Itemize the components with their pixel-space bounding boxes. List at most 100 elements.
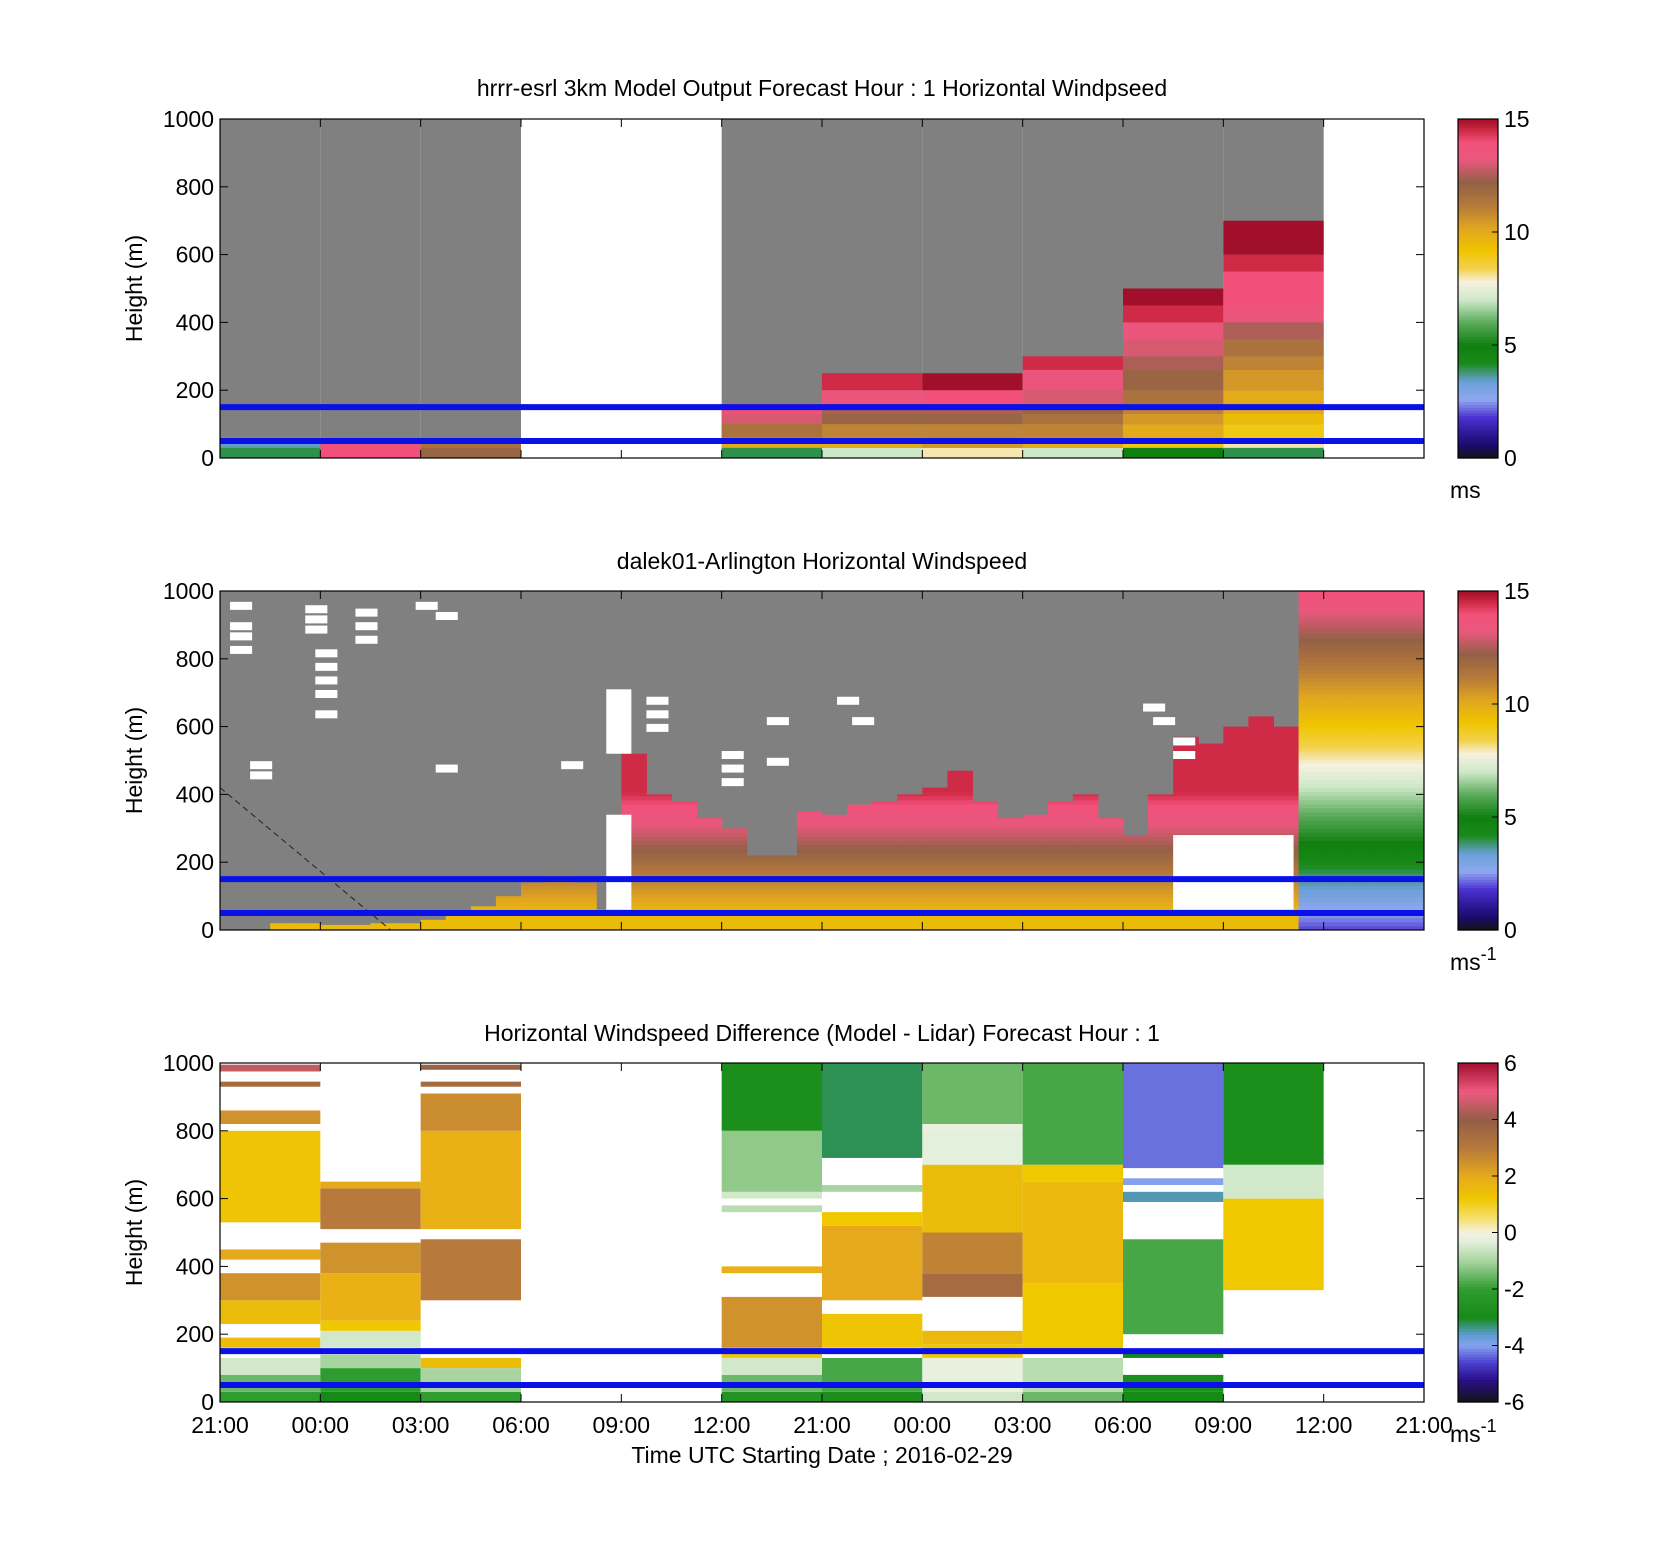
colorbar-segment — [1458, 1255, 1498, 1259]
missing-retrieval — [646, 723, 669, 732]
lidar-cell — [671, 848, 698, 854]
lidar-cell — [671, 807, 698, 813]
lidar-cell — [1398, 905, 1424, 911]
lidar-cell — [1323, 657, 1350, 663]
colorbar-segment — [1458, 367, 1498, 372]
lidar-cell — [822, 832, 848, 837]
lidar-cell — [847, 820, 873, 825]
lidar-cell — [1348, 718, 1375, 724]
model-cell — [1123, 305, 1224, 323]
lidar-cell — [1298, 783, 1325, 789]
lidar-cell — [1298, 604, 1325, 610]
lidar-cell — [1273, 925, 1300, 930]
lidar-cell — [1198, 787, 1224, 793]
lidar-cell — [1398, 657, 1424, 663]
lidar-cell — [1398, 856, 1424, 862]
chart-panel-3: 21:00 00:00 03:00 06:00 09:00 12:00 21:00 00:00… — [121, 1020, 1525, 1468]
lidar-cell — [1248, 803, 1274, 809]
colorbar-segment — [1458, 178, 1498, 182]
colorbar-segment — [1458, 884, 1498, 889]
lidar-cell — [796, 925, 823, 930]
lidar-cell — [1248, 722, 1274, 728]
lidar-cell — [796, 852, 823, 858]
colorbar-segment — [1458, 124, 1498, 129]
lidar-cell — [1398, 840, 1424, 846]
lidar-cell — [1373, 746, 1400, 752]
lidar-cell — [872, 803, 898, 809]
lidar-cell — [897, 812, 923, 817]
lidar-cell — [1323, 889, 1350, 894]
colorbar-segment — [1458, 836, 1498, 841]
lidar-cell — [1398, 864, 1424, 870]
lidar-cell — [1298, 905, 1325, 911]
lidar-cell — [796, 860, 823, 866]
missing-retrieval — [1173, 751, 1196, 760]
lidar-cell — [1223, 755, 1249, 760]
colorbar-segment — [1458, 754, 1498, 759]
lidar-cell — [1323, 641, 1350, 646]
colorbar-segment — [1458, 757, 1498, 762]
lidar-cell — [571, 885, 597, 890]
lidar-cell — [1398, 763, 1424, 768]
lidar-cell — [1072, 824, 1099, 829]
lidar-cell — [1223, 730, 1249, 736]
colorbar-segment — [1458, 1252, 1498, 1256]
model-cell — [1223, 254, 1324, 272]
lidar-cell — [997, 873, 1024, 878]
lidar-cell — [621, 763, 647, 768]
lidar-cell — [771, 864, 798, 870]
lidar-cell — [1373, 893, 1400, 898]
lidar-cell — [897, 917, 923, 923]
colorbar-segment — [1458, 622, 1498, 626]
lidar-cell — [1323, 628, 1350, 634]
colorbar-segment — [1458, 1198, 1498, 1203]
colorbar-segment — [1458, 141, 1498, 146]
lidar-cell — [1022, 820, 1049, 825]
lidar-cell — [1273, 734, 1300, 740]
lidar-cell — [1223, 767, 1249, 772]
lidar-cell — [1373, 600, 1400, 606]
lidar-cell — [1373, 734, 1400, 740]
lidar-cell — [897, 889, 923, 894]
lidar-cell — [1022, 897, 1049, 903]
colorbar-segment — [1458, 672, 1498, 677]
lidar-cell — [646, 905, 672, 911]
lidar-cell — [1348, 694, 1375, 699]
colorbar-segment — [1458, 1235, 1498, 1239]
lidar-cell — [1298, 677, 1325, 683]
model-cell — [1123, 288, 1224, 306]
lidar-cell — [1022, 844, 1049, 850]
lidar-cell — [1348, 604, 1375, 610]
colorbar-segment — [1458, 1215, 1498, 1219]
lidar-cell — [1123, 885, 1149, 890]
lidar-cell — [947, 816, 973, 821]
colorbar-segment — [1458, 1161, 1498, 1166]
lidar-cell — [1298, 596, 1325, 601]
colorbar-segment — [1458, 913, 1498, 917]
lidar-cell — [1047, 824, 1074, 829]
diff-cell — [1022, 1283, 1123, 1352]
colorbar-segment — [1458, 186, 1498, 191]
lidar-cell — [796, 901, 823, 907]
lidar-cell — [1373, 722, 1400, 728]
lidar-cell — [1148, 917, 1174, 923]
lidar-cell — [1348, 921, 1375, 927]
lidar-cell — [1022, 860, 1049, 866]
lidar-cell — [1323, 665, 1350, 671]
lidar-cell — [370, 923, 397, 927]
colorbar-segment — [1458, 361, 1498, 366]
lidar-cell — [495, 897, 522, 903]
lidar-cell — [546, 917, 572, 923]
colorbar-segment — [1458, 1317, 1498, 1321]
colorbar-segment — [1458, 418, 1498, 422]
lidar-cell — [771, 873, 798, 878]
diff-cell — [922, 1391, 1023, 1402]
lidar-cell — [1348, 828, 1375, 833]
lidar-cell — [997, 844, 1024, 850]
lidar-cell — [696, 917, 723, 923]
lidar-cell — [796, 832, 823, 837]
lidar-cell — [771, 868, 798, 874]
colorbar-segment — [1458, 161, 1498, 165]
lidar-cell — [822, 844, 848, 850]
